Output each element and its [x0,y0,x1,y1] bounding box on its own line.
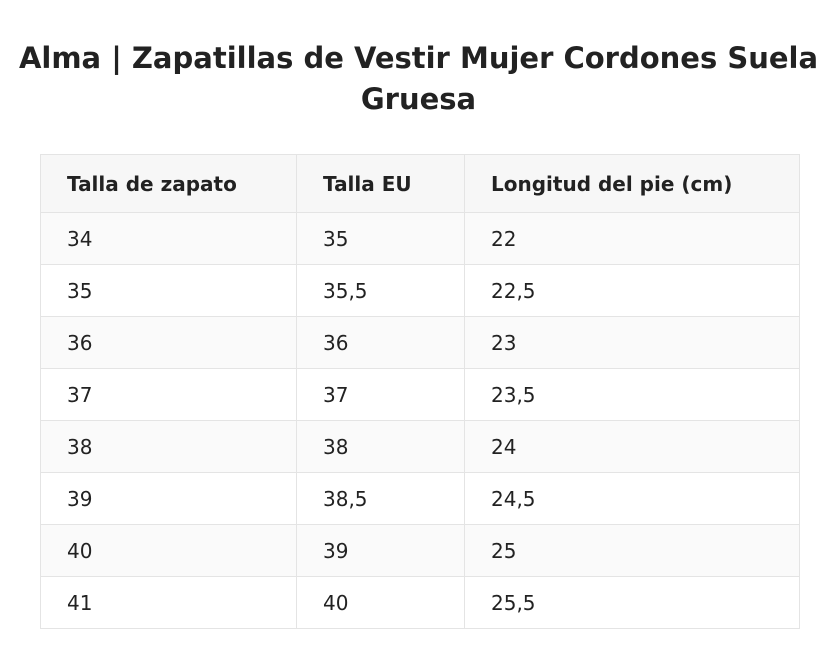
cell-eu-size: 35,5 [296,264,465,317]
cell-shoe-size: 35 [40,264,297,317]
cell-eu-size: 37 [296,368,465,421]
table-row: 38 38 24 [40,420,800,473]
table-row: 40 39 25 [40,524,800,577]
table-row: 36 36 23 [40,316,800,369]
cell-foot-length: 24,5 [464,472,800,525]
table-body: 34 35 22 35 35,5 22,5 36 36 23 37 37 23,… [40,212,800,629]
page-title: Alma | Zapatillas de Vestir Mujer Cordon… [18,41,819,116]
header-foot-length: Longitud del pie (cm) [464,154,800,213]
cell-foot-length: 22 [464,212,800,265]
cell-foot-length: 24 [464,420,800,473]
size-table: Talla de zapato Talla EU Longitud del pi… [40,154,800,629]
cell-foot-length: 23,5 [464,368,800,421]
cell-eu-size: 35 [296,212,465,265]
table-row: 35 35,5 22,5 [40,264,800,317]
cell-foot-length: 23 [464,316,800,369]
cell-eu-size: 38,5 [296,472,465,525]
cell-shoe-size: 38 [40,420,297,473]
table-row: 41 40 25,5 [40,576,800,629]
cell-foot-length: 25,5 [464,576,800,629]
header-eu-size: Talla EU [296,154,465,213]
header-shoe-size: Talla de zapato [40,154,297,213]
cell-shoe-size: 37 [40,368,297,421]
table-header: Talla de zapato Talla EU Longitud del pi… [40,154,800,213]
cell-shoe-size: 41 [40,576,297,629]
cell-eu-size: 36 [296,316,465,369]
cell-shoe-size: 39 [40,472,297,525]
cell-shoe-size: 36 [40,316,297,369]
cell-eu-size: 38 [296,420,465,473]
cell-foot-length: 22,5 [464,264,800,317]
cell-shoe-size: 34 [40,212,297,265]
cell-eu-size: 40 [296,576,465,629]
table-row: 39 38,5 24,5 [40,472,800,525]
table-row: 34 35 22 [40,212,800,265]
header-row: Talla de zapato Talla EU Longitud del pi… [40,154,800,213]
cell-shoe-size: 40 [40,524,297,577]
table-row: 37 37 23,5 [40,368,800,421]
cell-eu-size: 39 [296,524,465,577]
cell-foot-length: 25 [464,524,800,577]
